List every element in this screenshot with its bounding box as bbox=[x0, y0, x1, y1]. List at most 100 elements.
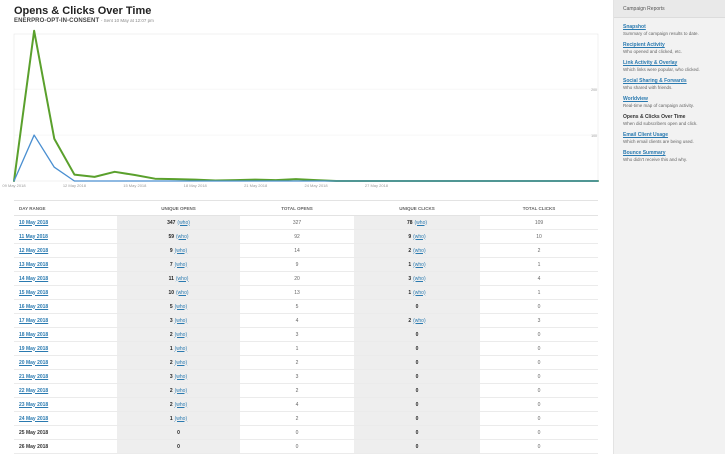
unique-opens-who-link[interactable]: (who) bbox=[174, 373, 188, 380]
unique-opens-value: 3 bbox=[169, 317, 173, 324]
sidebar-header: Campaign Reports bbox=[614, 0, 725, 18]
day-range-link[interactable]: 17 May 2018 bbox=[14, 313, 117, 328]
unique-opens-cell: 2 (who) bbox=[117, 383, 240, 398]
unique-clicks-value: 0 bbox=[415, 345, 419, 352]
unique-clicks-cell: 0 bbox=[354, 383, 480, 398]
unique-opens-who-link[interactable]: (who) bbox=[176, 289, 189, 296]
unique-clicks-who-link[interactable]: (who) bbox=[413, 317, 426, 324]
unique-clicks-who-link[interactable]: (who) bbox=[413, 261, 426, 268]
opens-clicks-table: DAY RANGE UNIQUE OPENS TOTAL OPENS UNIQU… bbox=[14, 200, 598, 454]
unique-opens-who-link[interactable]: (who) bbox=[177, 219, 190, 226]
day-range-link[interactable]: 21 May 2018 bbox=[14, 369, 117, 384]
unique-opens-who-link[interactable]: (who) bbox=[174, 387, 188, 394]
unique-opens-who-link[interactable]: (who) bbox=[176, 233, 189, 240]
day-range-link[interactable]: 10 May 2018 bbox=[14, 215, 117, 230]
day-range-link[interactable]: 15 May 2018 bbox=[14, 285, 117, 300]
day-range-link[interactable]: 14 May 2018 bbox=[14, 271, 117, 286]
table-row: 23 May 2018 2 (who) 4 0 0 bbox=[14, 397, 598, 412]
unique-clicks-who-link[interactable]: (who) bbox=[414, 219, 428, 226]
series-line-0 bbox=[13, 29, 599, 182]
col-header-total-clicks[interactable]: TOTAL CLICKS bbox=[480, 200, 598, 216]
unique-clicks-value: 0 bbox=[415, 373, 419, 380]
unique-opens-cell: 5 (who) bbox=[117, 299, 240, 314]
table-row: 12 May 2018 9 (who) 14 2 (who) 2 bbox=[14, 243, 598, 258]
total-clicks-cell: 0 bbox=[480, 439, 598, 454]
x-tick-label: 15 May 2018 bbox=[123, 183, 147, 188]
day-range-link[interactable]: 20 May 2018 bbox=[14, 355, 117, 370]
unique-clicks-who-link[interactable]: (who) bbox=[413, 275, 426, 282]
total-clicks-cell: 0 bbox=[480, 397, 598, 412]
unique-opens-who-link[interactable]: (who) bbox=[174, 415, 188, 422]
col-header-day-range[interactable]: DAY RANGE bbox=[14, 200, 117, 216]
col-header-unique-opens[interactable]: UNIQUE OPENS bbox=[117, 200, 240, 216]
unique-opens-value: 59 bbox=[168, 233, 175, 240]
unique-opens-cell: 1 (who) bbox=[117, 411, 240, 426]
unique-opens-who-link[interactable]: (who) bbox=[174, 401, 188, 408]
unique-opens-who-link[interactable]: (who) bbox=[174, 359, 188, 366]
unique-opens-who-link[interactable]: (who) bbox=[174, 317, 188, 324]
total-clicks-cell: 0 bbox=[480, 327, 598, 342]
day-range-link[interactable]: 13 May 2018 bbox=[14, 257, 117, 272]
day-range-link[interactable]: 19 May 2018 bbox=[14, 341, 117, 356]
unique-opens-who-link[interactable]: (who) bbox=[174, 345, 188, 352]
table-body: 10 May 2018 347 (who) 327 78 (who) 109 11 May 2… bbox=[14, 215, 598, 454]
sidebar-item-link-activity-overlay[interactable]: Link Activity & Overlay Which links were … bbox=[623, 60, 725, 72]
unique-clicks-value: 0 bbox=[415, 303, 419, 310]
sidebar-item-title[interactable]: Bounce Summary bbox=[623, 150, 666, 156]
unique-clicks-value: 3 bbox=[408, 275, 412, 282]
unique-opens-who-link[interactable]: (who) bbox=[175, 275, 189, 282]
unique-opens-value: 2 bbox=[169, 359, 173, 366]
sidebar-item-worldview[interactable]: Worldview Real-time map of campaign activ… bbox=[623, 96, 725, 108]
day-range-link[interactable]: 22 May 2018 bbox=[14, 383, 117, 398]
unique-clicks-cell: 0 bbox=[354, 299, 480, 314]
sidebar-item-title[interactable]: Link Activity & Overlay bbox=[623, 60, 678, 66]
sidebar-item-description: Which email clients are being used. bbox=[623, 139, 694, 144]
unique-clicks-value: 0 bbox=[415, 415, 419, 422]
sidebar-item-recipient-activity[interactable]: Recipient Activity Who opened and clicked… bbox=[623, 42, 725, 54]
total-clicks-cell: 0 bbox=[480, 369, 598, 384]
col-header-unique-clicks[interactable]: UNIQUE CLICKS bbox=[354, 200, 480, 216]
unique-opens-cell: 3 (who) bbox=[117, 313, 240, 328]
total-clicks-cell: 10 bbox=[480, 229, 598, 244]
unique-opens-who-link[interactable]: (who) bbox=[174, 331, 188, 338]
sidebar-item-title[interactable]: Recipient Activity bbox=[623, 42, 665, 48]
unique-clicks-value: 2 bbox=[408, 247, 412, 254]
unique-clicks-who-link[interactable]: (who) bbox=[413, 289, 426, 296]
day-range-link[interactable]: 23 May 2018 bbox=[14, 397, 117, 412]
opens-clicks-chart: 200 100 09 May 2018 12 May 2018 15 May 2018 1… bbox=[2, 29, 599, 188]
sidebar-item-social-sharing-forwards[interactable]: Social Sharing & Forwards Who shared with… bbox=[623, 78, 725, 90]
x-tick-label: 09 May 2018 bbox=[2, 183, 26, 188]
table-header-row: DAY RANGE UNIQUE OPENS TOTAL OPENS UNIQU… bbox=[14, 200, 598, 216]
total-opens-cell: 92 bbox=[240, 229, 354, 244]
unique-clicks-cell: 0 bbox=[354, 341, 480, 356]
sidebar-item-title[interactable]: Email Client Usage bbox=[623, 132, 669, 138]
day-range-link[interactable]: 11 May 2018 bbox=[14, 229, 117, 244]
unique-clicks-who-link[interactable]: (who) bbox=[413, 247, 426, 254]
col-header-total-opens[interactable]: TOTAL OPENS bbox=[240, 200, 354, 216]
unique-opens-value: 2 bbox=[169, 331, 173, 338]
total-opens-cell: 0 bbox=[240, 439, 354, 454]
unique-opens-value: 11 bbox=[168, 275, 174, 282]
unique-clicks-who-link[interactable]: (who) bbox=[413, 233, 426, 240]
sidebar-item-title: Opens & Clicks Over Time bbox=[623, 114, 686, 120]
unique-opens-value: 5 bbox=[169, 303, 173, 310]
sidebar-item-bounce-summary[interactable]: Bounce Summary Who didn't receive this an… bbox=[623, 150, 725, 162]
day-range-link[interactable]: 12 May 2018 bbox=[14, 243, 117, 258]
total-clicks-cell: 4 bbox=[480, 271, 598, 286]
day-range-link[interactable]: 18 May 2018 bbox=[14, 327, 117, 342]
total-opens-cell: 13 bbox=[240, 285, 354, 300]
sidebar-item-email-client-usage[interactable]: Email Client Usage Which email clients ar… bbox=[623, 132, 725, 144]
sidebar-item-title[interactable]: Snapshot bbox=[623, 24, 646, 30]
sidebar-item-title[interactable]: Social Sharing & Forwards bbox=[623, 78, 687, 84]
unique-opens-who-link[interactable]: (who) bbox=[174, 247, 188, 254]
sidebar-item-description: Summary of campaign results to date. bbox=[623, 31, 699, 36]
day-range-link[interactable]: 16 May 2018 bbox=[14, 299, 117, 314]
unique-clicks-value: 1 bbox=[408, 289, 412, 296]
day-range-link[interactable]: 24 May 2018 bbox=[14, 411, 117, 426]
unique-opens-who-link[interactable]: (who) bbox=[174, 303, 188, 310]
unique-opens-cell: 3 (who) bbox=[117, 369, 240, 384]
unique-opens-who-link[interactable]: (who) bbox=[174, 261, 188, 268]
sidebar-item-snapshot[interactable]: Snapshot Summary of campaign results to d… bbox=[623, 24, 725, 36]
sidebar-item-title[interactable]: Worldview bbox=[623, 96, 648, 102]
sidebar-item-description: Which links were popular, who clicked. bbox=[623, 67, 700, 72]
